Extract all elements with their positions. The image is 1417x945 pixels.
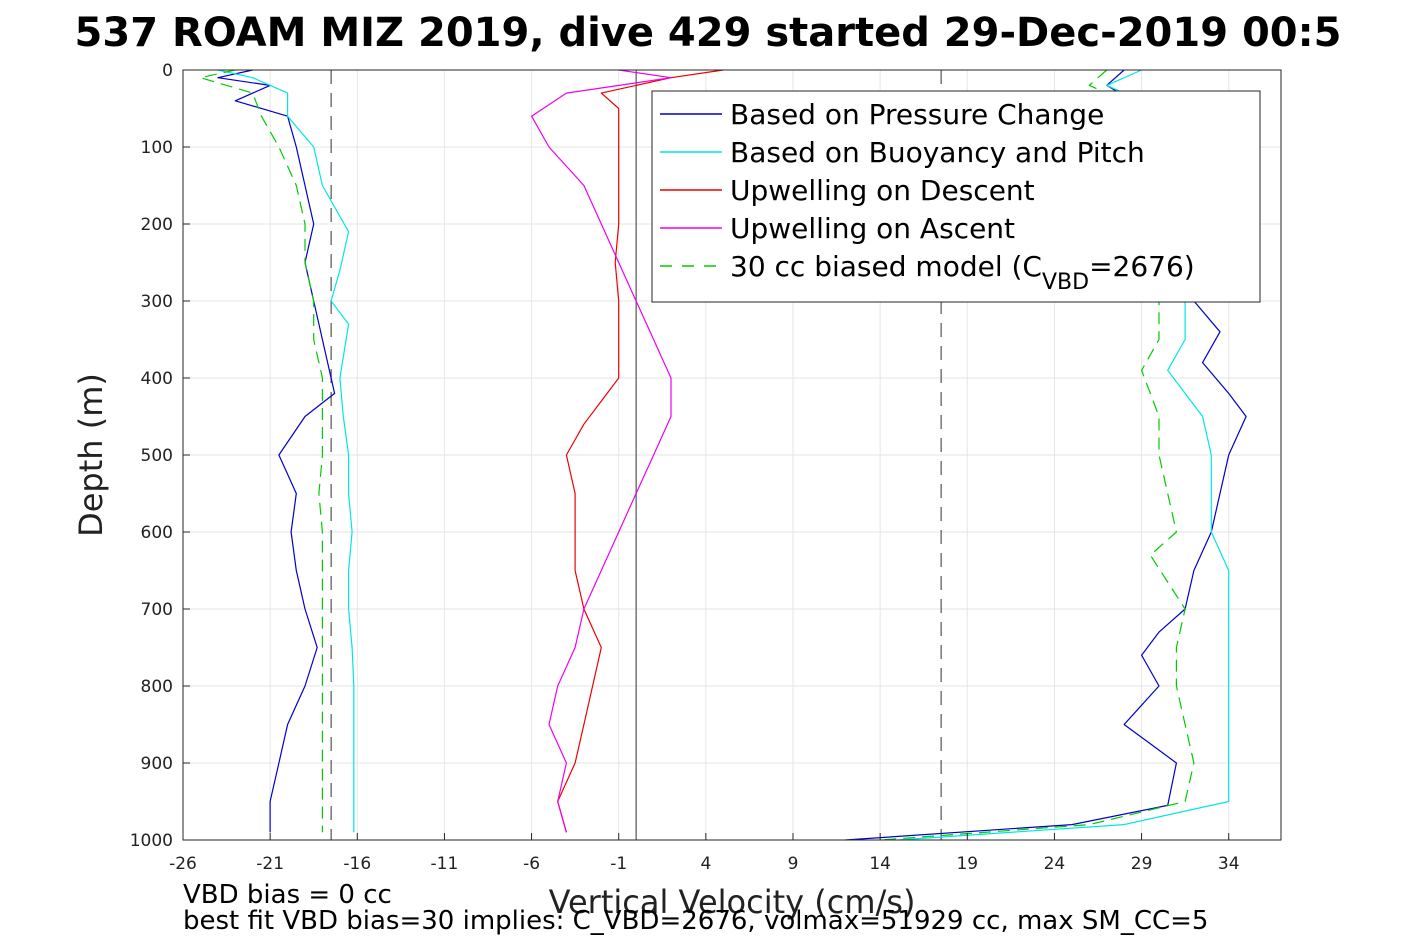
series-lines bbox=[199, 69, 1247, 841]
x-tick-label: -6 bbox=[523, 854, 540, 874]
legend: Based on Pressure Change Based on Buoyanc… bbox=[651, 90, 1261, 303]
x-tick-labels: -26 -21 -16 -11 -6 -1 4 9 14 19 24 29 34 bbox=[169, 833, 1240, 874]
y-axis-label: Depth (m) bbox=[72, 373, 110, 537]
x-tick-label: -11 bbox=[431, 854, 459, 874]
y-tick-label: 500 bbox=[141, 446, 173, 466]
series-line bbox=[199, 69, 323, 833]
y-tick-label: 700 bbox=[141, 600, 173, 620]
y-tick-label: 900 bbox=[141, 754, 173, 774]
x-axis-label: Vertical Velocity (cm/s) bbox=[549, 883, 916, 921]
best-fit-note: best fit VBD bias=30 implies: C_VBD=2676… bbox=[183, 906, 1208, 936]
x-tick-label: 29 bbox=[1131, 854, 1153, 874]
legend-entry: 30 cc biased model (CVBD=2676) bbox=[730, 250, 1195, 295]
y-tick-label: 200 bbox=[141, 215, 173, 235]
legend-entry: Based on Pressure Change bbox=[730, 98, 1104, 131]
legend-entry: Upwelling on Ascent bbox=[730, 212, 1015, 245]
series-line bbox=[557, 69, 724, 833]
x-tick-label: 4 bbox=[700, 854, 711, 874]
y-tick-labels: 0 100 200 300 400 500 600 700 800 900 1000 bbox=[130, 61, 190, 851]
x-tick-label: 9 bbox=[788, 854, 799, 874]
y-tick-label: 1000 bbox=[130, 831, 173, 851]
x-tick-label: -21 bbox=[256, 854, 284, 874]
series-line bbox=[530, 69, 672, 833]
x-tick-label: 19 bbox=[956, 854, 978, 874]
x-tick-label: -26 bbox=[169, 854, 197, 874]
y-tick-label: 600 bbox=[141, 523, 173, 543]
y-tick-label: 0 bbox=[162, 61, 173, 81]
y-tick-label: 300 bbox=[141, 292, 173, 312]
series-line bbox=[217, 69, 355, 833]
x-tick-label: 34 bbox=[1218, 854, 1240, 874]
legend-box bbox=[651, 90, 1261, 303]
y-tick-label: 400 bbox=[141, 369, 173, 389]
chart-title: 537 ROAM MIZ 2019, dive 429 started 29-D… bbox=[75, 10, 1342, 56]
x-tick-label: -1 bbox=[610, 854, 627, 874]
legend-entry: Upwelling on Descent bbox=[730, 174, 1035, 207]
legend-entry: Based on Buoyancy and Pitch bbox=[730, 136, 1145, 169]
y-tick-label: 100 bbox=[141, 138, 173, 158]
y-tick-label: 800 bbox=[141, 677, 173, 697]
x-tick-label: 24 bbox=[1044, 854, 1066, 874]
x-tick-label: 14 bbox=[869, 854, 891, 874]
series-2 bbox=[557, 69, 724, 833]
vbd-bias-note: VBD bias = 0 cc bbox=[183, 880, 392, 910]
x-tick-label: -16 bbox=[343, 854, 371, 874]
series-3 bbox=[530, 69, 672, 833]
